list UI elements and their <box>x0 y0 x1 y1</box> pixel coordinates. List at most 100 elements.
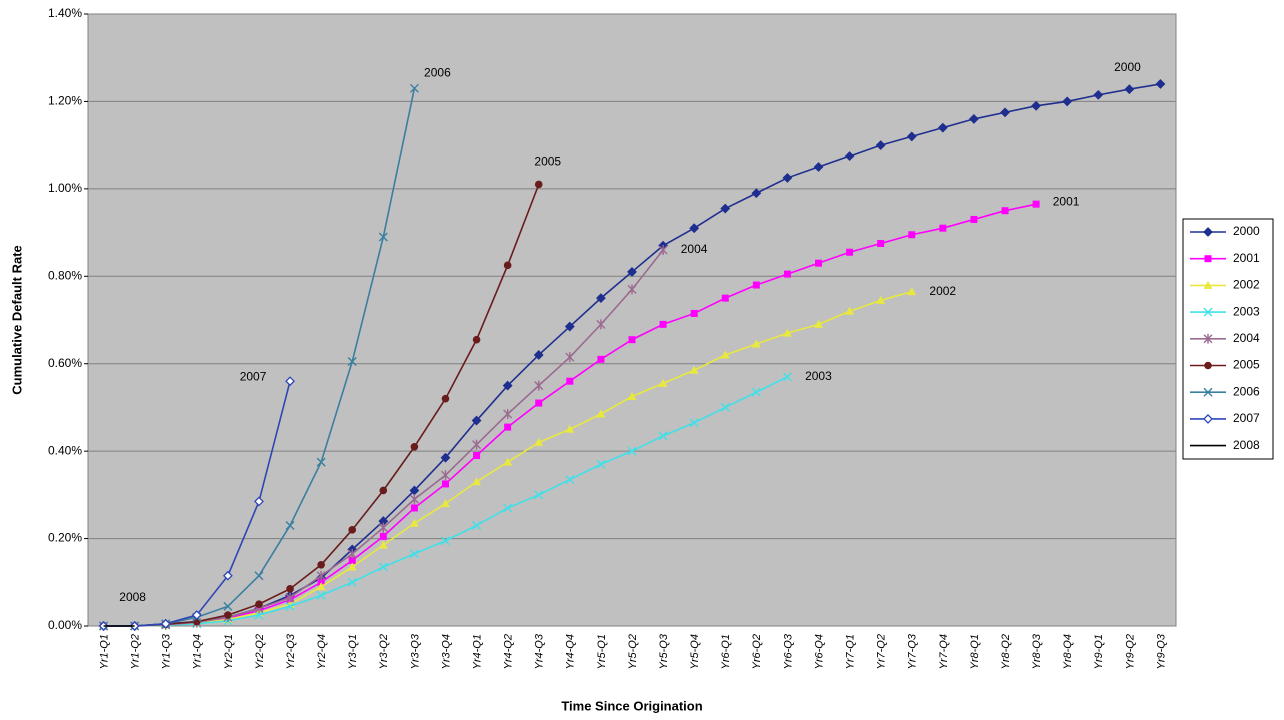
marker <box>721 294 729 302</box>
marker <box>877 240 885 247</box>
marker <box>1093 89 1104 100</box>
marker <box>535 399 543 407</box>
legend-marker <box>1203 307 1213 317</box>
x-tick-label: Yr6-Q1 <box>720 634 732 669</box>
marker <box>846 248 854 256</box>
marker <box>906 131 917 142</box>
marker <box>409 518 419 527</box>
x-axis-title: Time Since Origination <box>561 698 702 713</box>
marker <box>471 415 482 426</box>
x-tick-label: Yr7-Q1 <box>845 634 857 669</box>
marker <box>440 452 451 463</box>
marker <box>348 526 357 534</box>
x-tick-label: Yr2-Q2 <box>254 634 266 669</box>
marker <box>472 439 482 450</box>
legend-marker <box>1203 413 1213 424</box>
y-tick-label: 1.20% <box>48 94 82 108</box>
x-tick-label: Yr1-Q1 <box>98 634 110 669</box>
x-tick-label: Yr7-Q3 <box>907 633 919 669</box>
marker <box>690 309 698 317</box>
x-tick-label: Yr4-Q2 <box>503 634 515 669</box>
marker <box>969 113 979 124</box>
x-tick-label: Yr1-Q4 <box>192 634 204 669</box>
x-tick-label: Yr3-Q1 <box>347 634 359 669</box>
marker <box>379 486 388 495</box>
marker <box>316 457 326 467</box>
marker <box>939 224 947 232</box>
legend-label: 2000 <box>1233 224 1260 238</box>
marker <box>1032 200 1040 208</box>
marker <box>627 284 637 295</box>
marker <box>285 520 295 530</box>
marker <box>970 215 978 223</box>
marker <box>908 231 916 239</box>
y-tick-label: 1.00% <box>48 181 82 195</box>
marker <box>503 261 512 270</box>
marker <box>316 590 326 600</box>
marker <box>1124 84 1135 95</box>
marker <box>627 392 637 400</box>
marker <box>473 452 481 460</box>
marker <box>441 394 450 403</box>
series-end-label: 2005 <box>534 155 561 169</box>
marker <box>658 431 668 441</box>
marker <box>503 408 513 419</box>
x-tick-label: Yr5-Q1 <box>596 634 608 669</box>
legend-marker <box>1203 227 1213 237</box>
marker <box>254 496 264 507</box>
marker <box>534 437 544 446</box>
marker <box>596 459 606 469</box>
legend-label: 2003 <box>1233 304 1260 318</box>
x-tick-label: Yr5-Q3 <box>658 633 670 669</box>
series-end-label: 2001 <box>1053 194 1080 208</box>
marker <box>286 585 294 593</box>
marker <box>752 281 760 289</box>
legend-label: 2006 <box>1233 384 1260 398</box>
y-tick-label: 0.20% <box>48 531 82 545</box>
series-end-label: 2004 <box>681 242 708 256</box>
marker <box>191 610 202 620</box>
marker <box>565 475 575 485</box>
marker <box>472 477 482 486</box>
marker <box>255 600 263 608</box>
marker <box>503 457 513 466</box>
marker <box>222 570 233 581</box>
series-end-label: 2007 <box>240 369 267 383</box>
y-axis-title: Cumulative Default Rate <box>9 245 24 395</box>
legend-label: 2005 <box>1233 358 1260 372</box>
marker <box>689 223 700 234</box>
marker <box>751 339 761 348</box>
legend-marker <box>1203 387 1213 397</box>
series-end-label: 2008 <box>119 590 146 604</box>
x-tick-label: Yr2-Q4 <box>316 634 328 669</box>
x-tick-label: Yr1-Q3 <box>161 633 173 669</box>
marker <box>720 350 730 359</box>
x-tick-label: Yr6-Q2 <box>751 634 763 669</box>
marker <box>876 295 886 304</box>
marker <box>254 571 264 581</box>
marker <box>472 520 482 530</box>
marker <box>129 621 140 631</box>
marker <box>596 409 606 418</box>
marker <box>440 499 450 508</box>
marker <box>782 328 792 337</box>
marker <box>1001 207 1009 215</box>
x-tick-label: Yr8-Q2 <box>1000 634 1012 669</box>
legend-label: 2004 <box>1233 331 1260 345</box>
legend-label: 2002 <box>1233 278 1260 292</box>
marker <box>409 494 419 505</box>
x-tick-label: Yr3-Q2 <box>378 634 390 669</box>
x-tick-label: Yr4-Q3 <box>534 633 546 669</box>
marker <box>409 83 419 93</box>
marker <box>596 319 606 330</box>
marker <box>410 442 419 451</box>
marker <box>378 562 388 572</box>
x-tick-label: Yr4-Q1 <box>471 634 483 669</box>
marker <box>285 592 295 603</box>
plot-area <box>87 13 1177 627</box>
x-tick-label: Yr5-Q4 <box>689 634 701 669</box>
x-tick-label: Yr3-Q3 <box>409 633 421 669</box>
marker <box>347 577 357 587</box>
marker <box>689 418 699 428</box>
